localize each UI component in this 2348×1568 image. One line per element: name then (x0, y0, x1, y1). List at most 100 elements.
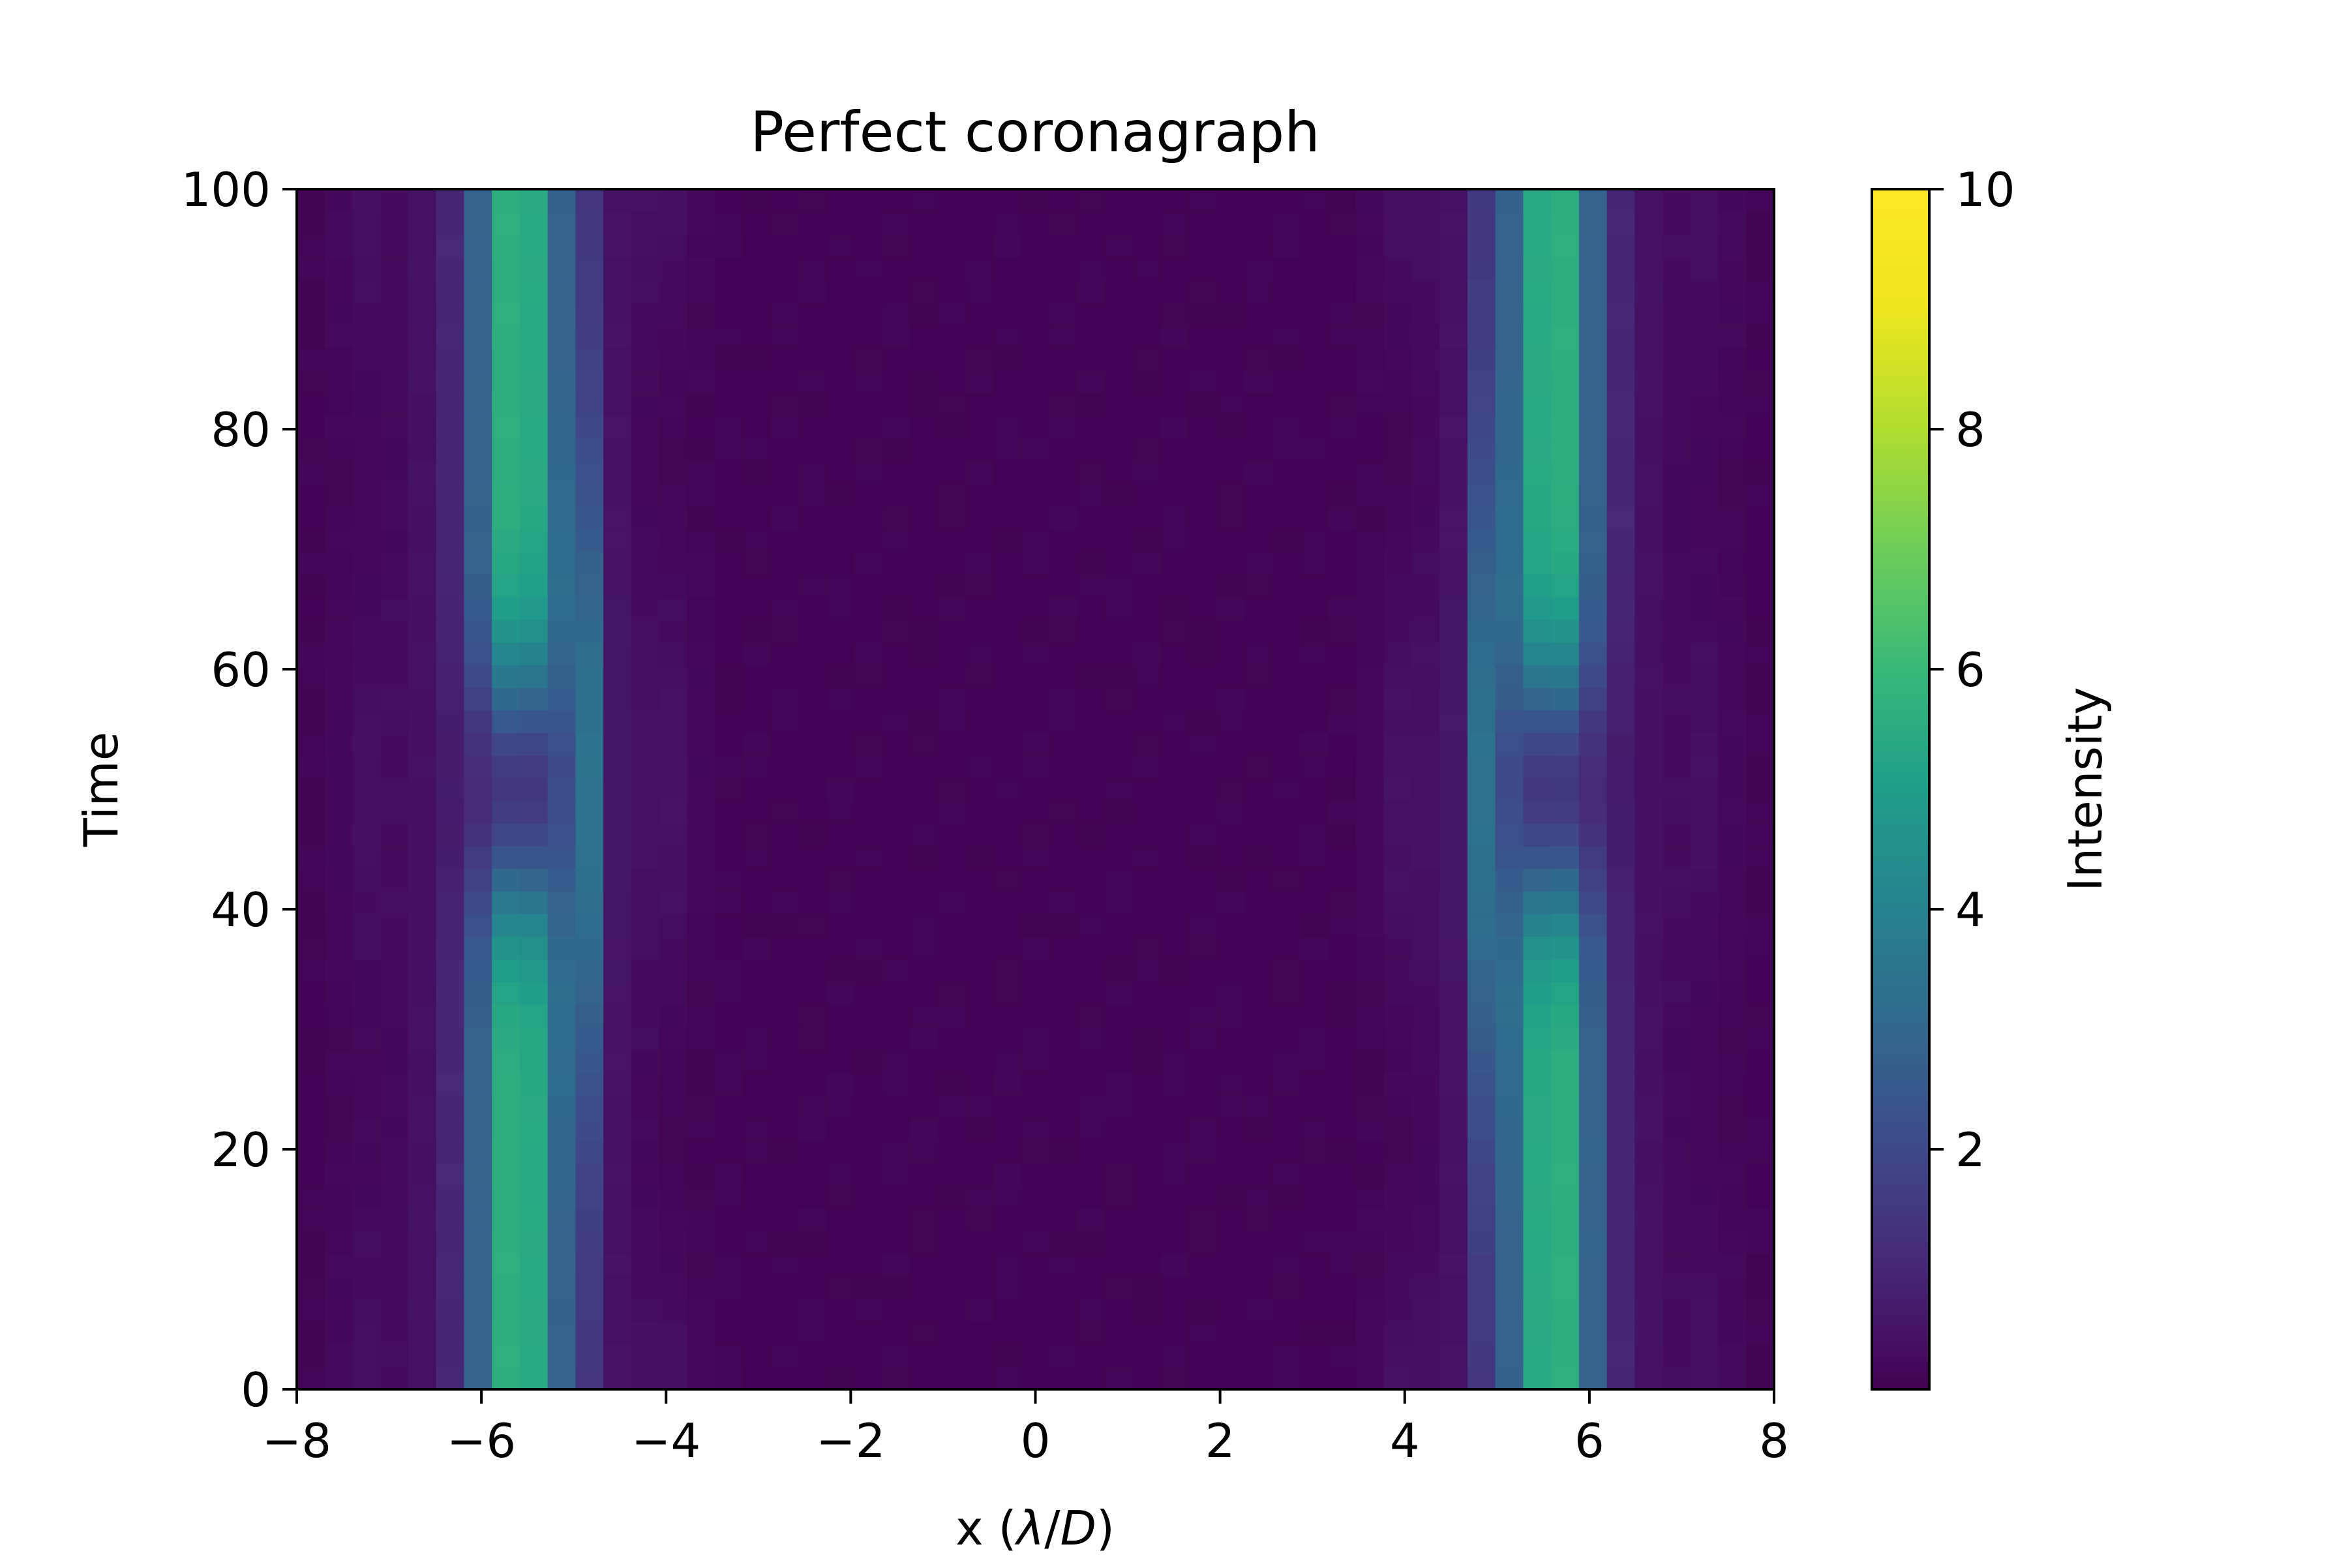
heatmap-cell (1216, 1072, 1245, 1096)
heatmap-cell (1495, 800, 1524, 824)
heatmap-cell (742, 415, 772, 439)
heatmap-cell (910, 1366, 939, 1390)
heatmap-cell (1049, 642, 1078, 665)
heatmap-cell (408, 483, 437, 507)
heatmap-cell (1049, 710, 1078, 734)
heatmap-cell (1746, 1162, 1775, 1186)
heatmap-cell (1551, 393, 1580, 416)
heatmap-cell (1133, 1185, 1162, 1209)
heatmap-cell (1606, 868, 1636, 892)
heatmap-cell (1355, 800, 1385, 824)
heatmap-cell (1244, 574, 1273, 597)
heatmap-cell (826, 460, 855, 485)
heatmap-cell (297, 1004, 325, 1028)
heatmap-cell (854, 279, 883, 303)
heatmap-cell (1328, 891, 1357, 914)
heatmap-cell (1244, 823, 1273, 847)
heatmap-cell (1523, 189, 1552, 213)
heatmap-cell (882, 1321, 911, 1345)
heatmap-cell (1663, 1162, 1691, 1186)
heatmap-cell (1439, 257, 1468, 280)
heatmap-cell (1578, 1162, 1608, 1186)
heatmap-cell (1718, 211, 1747, 235)
heatmap-cell (408, 687, 437, 711)
heatmap-cell (1133, 1072, 1162, 1096)
heatmap-cell (324, 619, 354, 643)
heatmap-cell (324, 823, 354, 847)
heatmap-cell (1272, 1276, 1301, 1299)
heatmap-cell (1188, 982, 1218, 1005)
heatmap-cell (492, 868, 520, 892)
heatmap-cell (1523, 211, 1552, 235)
heatmap-cell (464, 1253, 492, 1277)
heatmap-cell (1411, 1072, 1440, 1096)
heatmap-cell (1690, 1162, 1719, 1186)
heatmap-cell (1328, 234, 1357, 258)
heatmap-cell (1049, 1321, 1078, 1345)
heatmap-cell (993, 438, 1022, 462)
heatmap-cell (1049, 913, 1078, 937)
heatmap-cell (1021, 913, 1050, 937)
heatmap-cell (1272, 1185, 1301, 1209)
heatmap-cell (380, 574, 409, 597)
heatmap-cell (1523, 687, 1552, 711)
heatmap-cell (1439, 1366, 1468, 1390)
heatmap-cell (1105, 370, 1134, 394)
heatmap-cell (1411, 891, 1440, 914)
heatmap-cell (1300, 732, 1329, 756)
heatmap-cell (854, 211, 883, 235)
heatmap-cell (1439, 1208, 1468, 1231)
heatmap-cell (1021, 1366, 1050, 1390)
heatmap-cell (1551, 257, 1580, 280)
heatmap-cell (1021, 415, 1050, 439)
heatmap-cell (1300, 370, 1329, 394)
heatmap-cell (1690, 982, 1719, 1005)
heatmap-cell (1244, 755, 1273, 779)
heatmap-cell (1439, 302, 1468, 326)
heatmap-cell (687, 710, 715, 734)
heatmap-cell (1495, 574, 1524, 597)
heatmap-cell (1021, 506, 1050, 530)
heatmap-cell (965, 506, 995, 530)
heatmap-cell (742, 370, 772, 394)
heatmap-cell (631, 687, 660, 711)
heatmap-cell (324, 845, 354, 869)
heatmap-cell (352, 189, 382, 213)
heatmap-cell (297, 574, 325, 597)
heatmap-cell (659, 279, 688, 303)
heatmap-cell (297, 777, 325, 802)
heatmap-cell (1606, 506, 1636, 530)
heatmap-cell (742, 1253, 772, 1277)
heatmap-cell (1718, 1185, 1747, 1209)
heatmap-cell (1188, 234, 1218, 258)
heatmap-cell (965, 1117, 995, 1141)
heatmap-cell (575, 483, 604, 507)
heatmap-cell (1663, 438, 1691, 462)
heatmap-cell (659, 732, 688, 756)
heatmap-cell (603, 189, 632, 213)
heatmap-cell (575, 1117, 604, 1141)
heatmap-cell (659, 687, 688, 711)
heatmap-cell (464, 1299, 492, 1322)
heatmap-cell (937, 460, 967, 485)
heatmap-cell (1663, 1321, 1691, 1345)
heatmap-cell (436, 823, 465, 847)
heatmap-cell (575, 1162, 604, 1186)
heatmap-cell (1606, 234, 1636, 258)
heatmap-cell (1634, 302, 1663, 326)
heatmap-cell (742, 823, 772, 847)
heatmap-cell (575, 619, 604, 643)
heatmap-cell (1495, 642, 1524, 665)
heatmap-cell (547, 438, 577, 462)
heatmap-cell (1690, 211, 1719, 235)
heatmap-cell (659, 800, 688, 824)
heatmap-cell (547, 913, 577, 937)
heatmap-cell (1383, 302, 1413, 326)
heatmap-cell (1021, 1208, 1050, 1231)
heatmap-cell (1746, 687, 1775, 711)
heatmap-cell (575, 438, 604, 462)
heatmap-cell (352, 302, 382, 326)
heatmap-cell (1690, 687, 1719, 711)
heatmap-cell (380, 596, 409, 620)
heatmap-cell (1133, 234, 1162, 258)
